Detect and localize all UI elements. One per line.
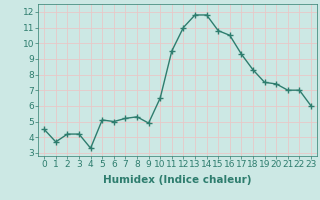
X-axis label: Humidex (Indice chaleur): Humidex (Indice chaleur) — [103, 175, 252, 185]
